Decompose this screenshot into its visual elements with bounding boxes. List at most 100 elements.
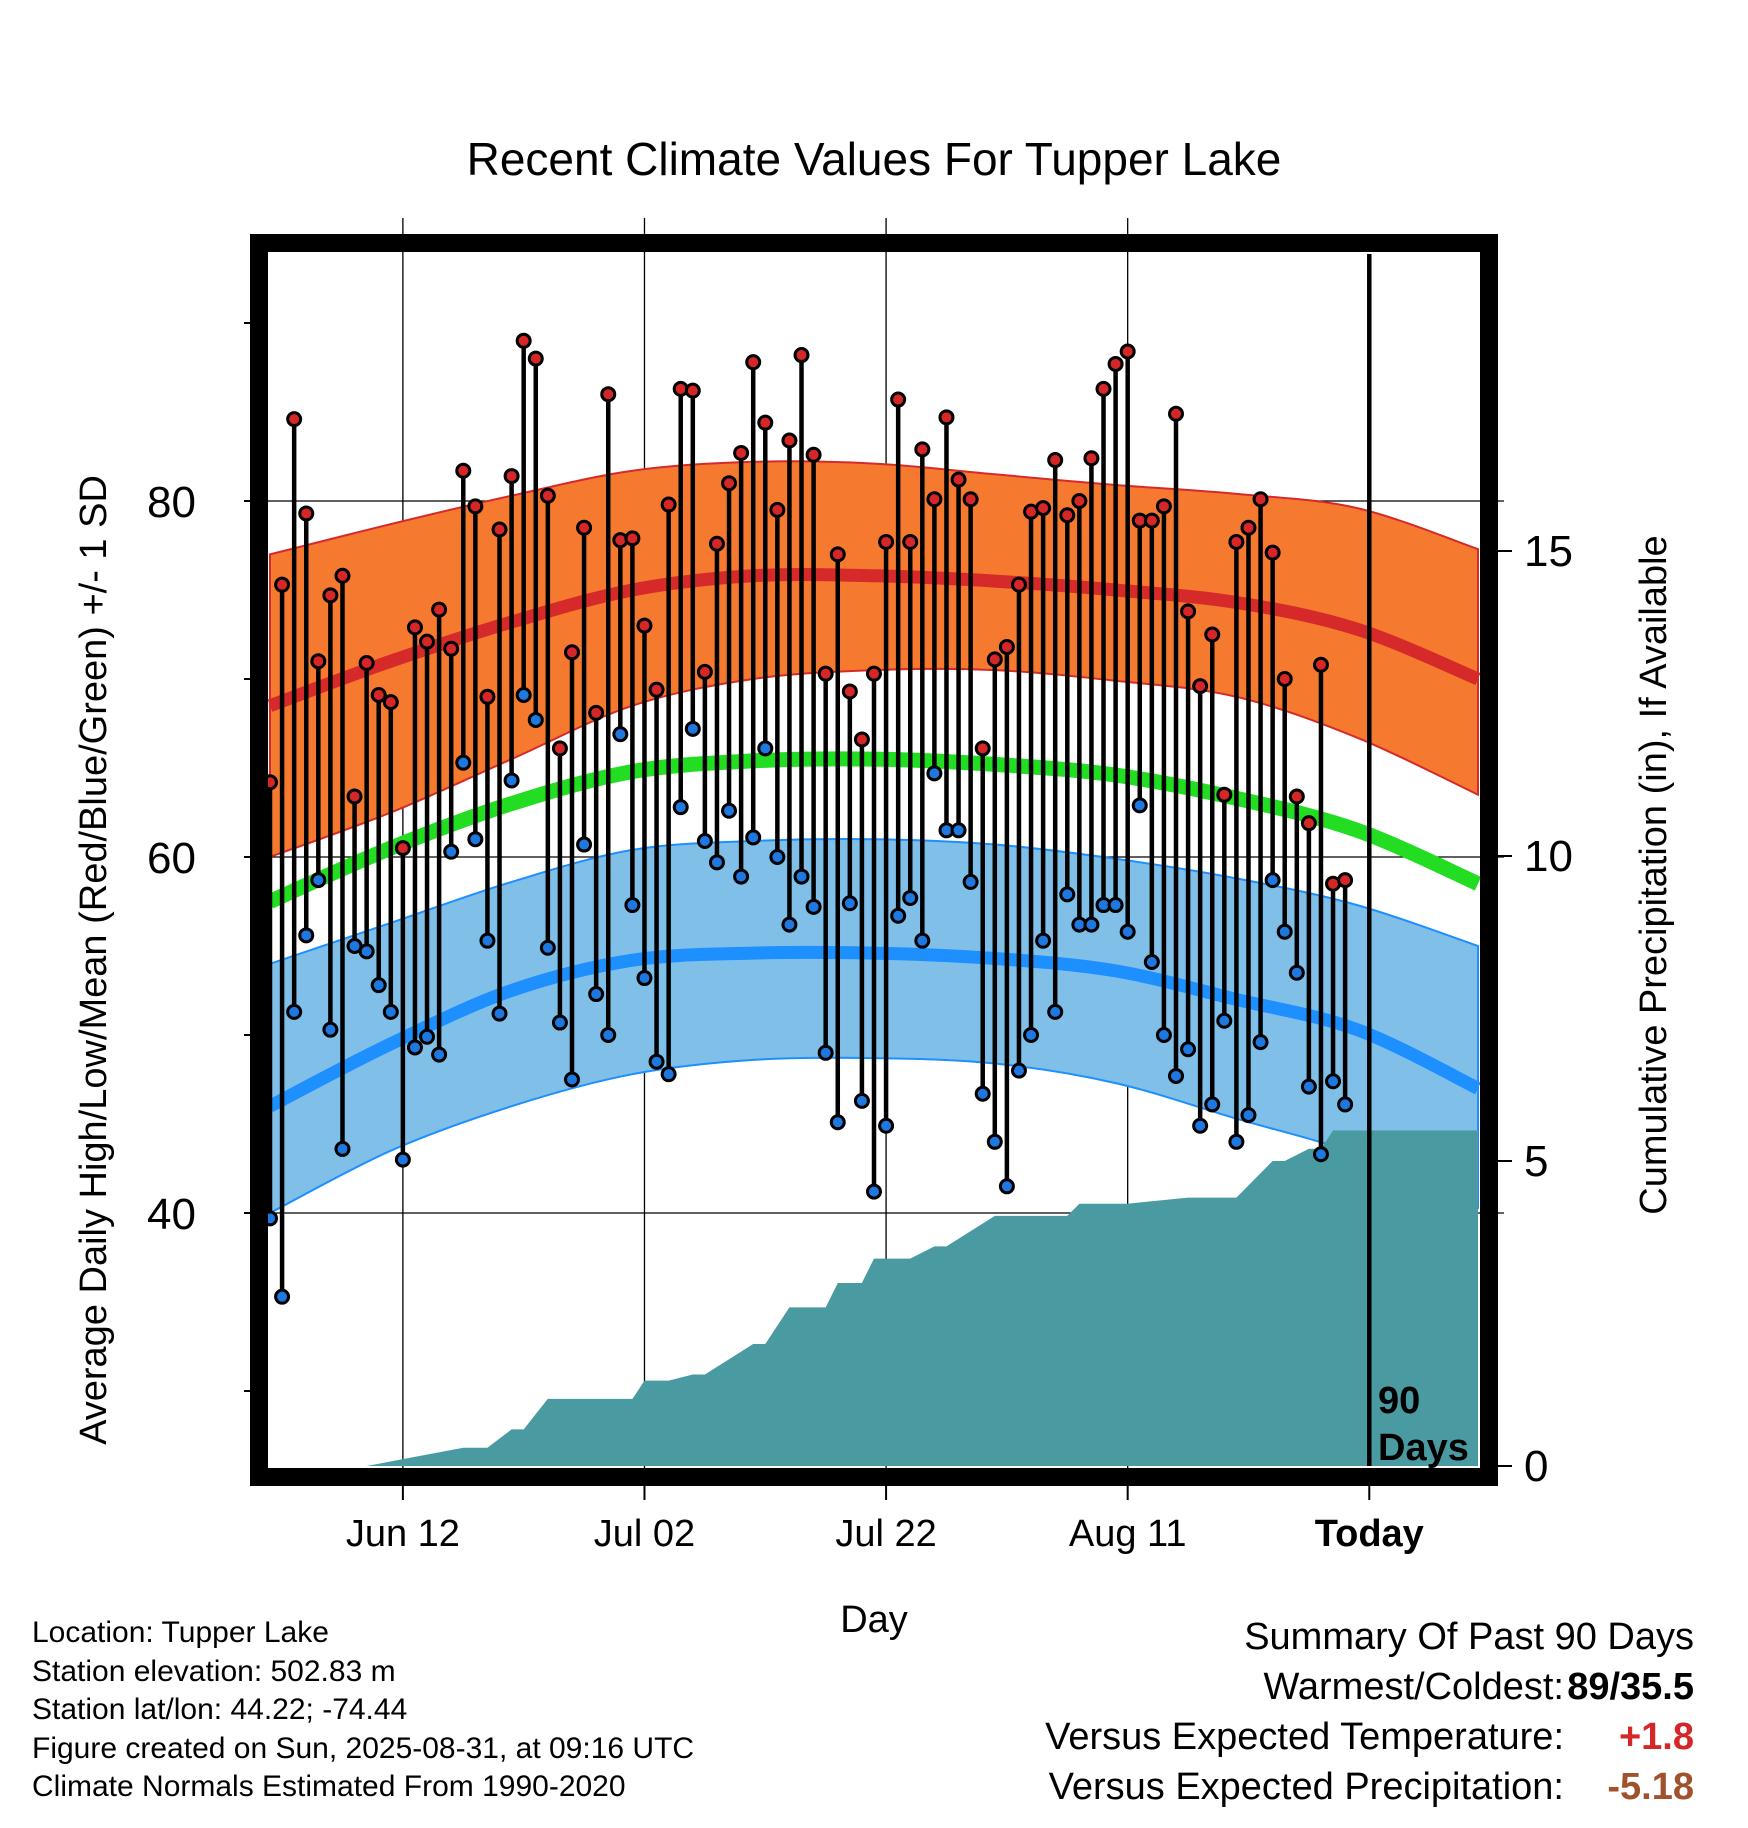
warmest-coldest-value: 89/35.5 (1567, 1666, 1694, 1708)
low-point (805, 898, 822, 915)
high-point (1095, 380, 1112, 397)
high-point (539, 487, 556, 504)
left-tick-label: 60 (147, 834, 196, 883)
low-point (829, 1114, 846, 1131)
high-point (358, 654, 375, 671)
low-point (745, 829, 762, 846)
high-point (1071, 493, 1088, 509)
high-point (527, 350, 544, 367)
high-point (467, 498, 484, 515)
high-point (1010, 576, 1027, 593)
high-point (588, 704, 605, 721)
summary-panel: Summary Of Past 90 Days Warmest/Coldest:… (1045, 1612, 1694, 1812)
today-days-label-unit: Days (1378, 1427, 1469, 1469)
low-point (612, 726, 629, 743)
high-normal-line (267, 568, 1481, 712)
low-point (1143, 954, 1160, 971)
low-point (781, 916, 798, 933)
low-point (1228, 1133, 1245, 1150)
high-point (878, 533, 895, 550)
high-point (431, 601, 448, 618)
low-point (1192, 1117, 1209, 1134)
high-point (551, 740, 568, 757)
high-point (491, 521, 508, 538)
low-point (564, 1071, 580, 1088)
summary-heading-text: Summary Of Past 90 Days (1244, 1616, 1694, 1658)
low-point (1288, 964, 1305, 981)
high-point (1059, 507, 1076, 524)
low-point (1010, 1062, 1027, 1079)
high-point (745, 354, 762, 371)
high-point (1192, 678, 1209, 695)
low-point (515, 687, 532, 704)
low-point (1264, 872, 1281, 889)
high-point (406, 619, 423, 636)
high-point (1288, 788, 1305, 805)
high-point (757, 414, 774, 431)
high-point (382, 694, 399, 711)
high-point (684, 382, 701, 399)
high-point (346, 788, 363, 805)
low-point (1155, 1027, 1172, 1043)
high-point (515, 332, 532, 349)
summary-precip: Versus Expected Precipitation: -5.18 (1045, 1762, 1694, 1812)
low-point (1204, 1096, 1221, 1113)
low-point (358, 943, 375, 960)
low-point (708, 854, 725, 871)
low-point (841, 895, 858, 912)
high-point (564, 644, 580, 661)
high-point (1143, 512, 1160, 529)
low-point (817, 1044, 834, 1061)
high-point (636, 617, 653, 634)
created-text: Figure created on Sun, 2025-08-31, at 09… (32, 1731, 695, 1765)
low-point (322, 1021, 339, 1038)
low-point (926, 765, 943, 782)
high-point (1035, 500, 1052, 517)
low-point (1337, 1096, 1354, 1113)
high-point (1276, 671, 1293, 687)
low-point (1240, 1107, 1257, 1124)
low-point (551, 1014, 568, 1031)
low-point (1216, 1012, 1233, 1029)
high-point (950, 471, 967, 488)
high-point (1228, 533, 1245, 550)
high-point (600, 386, 617, 403)
high-point (1252, 491, 1269, 508)
temp-departure-label: Versus Expected Temperature: (1045, 1716, 1564, 1758)
low-point (274, 1288, 291, 1305)
high-point (479, 688, 496, 705)
high-point (455, 462, 472, 479)
low-point (853, 1092, 870, 1109)
low-point (1059, 886, 1076, 903)
high-point (1047, 452, 1064, 469)
high-point (624, 530, 641, 547)
high-point (805, 446, 822, 463)
latlon-text: Station lat/lon: 44.22; -74.44 (32, 1693, 408, 1726)
low-point (757, 740, 774, 757)
low-point (998, 1178, 1015, 1195)
low-point (382, 1003, 399, 1020)
low-point (1325, 1073, 1342, 1090)
right-tick-label: 5 (1524, 1137, 1548, 1186)
x-tick-label: Jun 12 (346, 1513, 460, 1555)
high-point (721, 475, 738, 492)
high-point (696, 663, 713, 680)
plot-border (250, 234, 1498, 1486)
low-point (1083, 916, 1100, 933)
high-point (793, 347, 810, 364)
low-point (696, 832, 713, 849)
high-point (1216, 786, 1233, 803)
high-point (660, 496, 677, 513)
left-tick-label: 40 (147, 1190, 196, 1239)
high-point (841, 683, 858, 700)
right-tick-label: 10 (1524, 832, 1573, 881)
normals-text: Climate Normals Estimated From 1990-2020 (32, 1770, 626, 1803)
low-point (769, 849, 786, 865)
low-point (419, 1028, 436, 1045)
high-point (274, 576, 291, 593)
high-point (708, 535, 725, 552)
low-point (962, 873, 979, 890)
chart-title: Recent Climate Values For Tupper Lake (467, 133, 1282, 185)
low-point (914, 932, 931, 949)
